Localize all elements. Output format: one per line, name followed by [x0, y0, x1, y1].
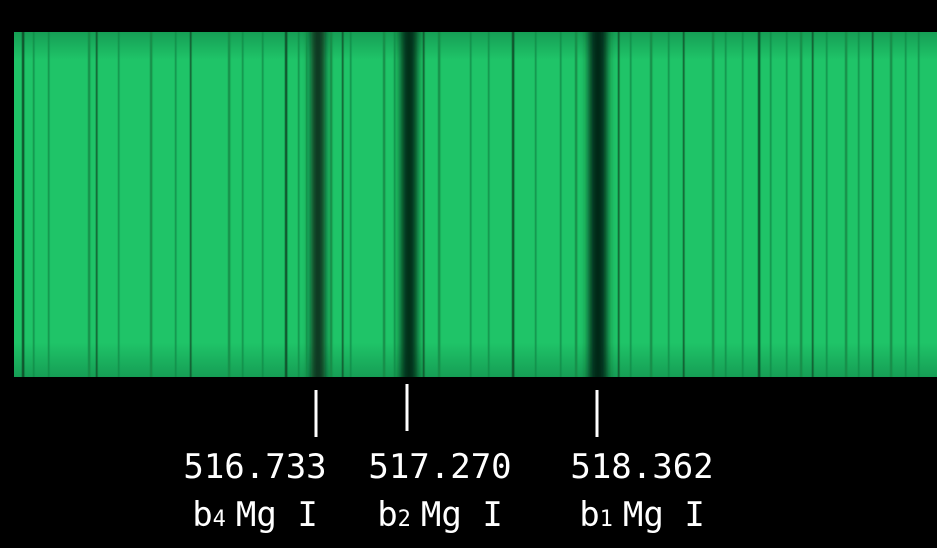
absorption-line: [786, 32, 787, 377]
absorption-line: [262, 32, 263, 377]
line-index: 2: [398, 507, 411, 532]
absorption-line: [228, 32, 230, 377]
absorption-line: [350, 32, 351, 377]
absorption-line: [423, 32, 424, 377]
absorption-line: [190, 32, 191, 377]
absorption-line: [742, 32, 743, 377]
absorption-line: [306, 32, 307, 377]
absorption-line: [298, 32, 299, 377]
absorption-line: [770, 32, 771, 377]
line-label: b4 Mg I: [192, 495, 318, 535]
absorption-line: [725, 32, 726, 377]
absorption-line: [383, 32, 385, 377]
absorption-line: [683, 32, 684, 377]
absorption-line: [758, 32, 760, 377]
absorption-line: [150, 32, 152, 377]
line-label: b1 Mg I: [579, 495, 705, 535]
absorption-line: [845, 32, 847, 377]
spectrum-image: 516.733b4Mg I517.270b2Mg I518.362b1Mg I: [0, 0, 937, 548]
line-label: b2 Mg I: [377, 495, 503, 535]
absorption-line: [96, 32, 97, 377]
absorption-line: [342, 32, 343, 377]
absorption-line: [33, 32, 34, 377]
absorption-line: [650, 32, 652, 377]
absorption-line: [918, 32, 919, 377]
wavelength-label: 517.270: [368, 447, 511, 487]
absorption-line: [438, 32, 440, 377]
wavelength-label: 516.733: [183, 447, 326, 487]
absorption-line: [800, 32, 802, 377]
absorption-line: [812, 32, 813, 377]
absorption-line: [330, 32, 332, 377]
wavelength-label: 518.362: [570, 447, 713, 487]
absorption-line: [905, 32, 906, 377]
absorption-line: [22, 32, 24, 377]
absorption-line: [118, 32, 119, 377]
line-index: 4: [213, 507, 226, 532]
element: Mg I: [623, 495, 705, 535]
absorption-line: [826, 32, 827, 377]
element: Mg I: [236, 495, 318, 535]
line-name: b: [192, 495, 212, 535]
absorption-line: [512, 32, 514, 377]
absorption-line: [668, 32, 669, 377]
absorption-line: [285, 32, 287, 377]
absorption-line: [890, 32, 892, 377]
absorption-line: [618, 32, 619, 377]
absorption-line: [858, 32, 859, 377]
absorption-line: [394, 32, 395, 377]
absorption-line: [48, 32, 49, 377]
absorption-line: [630, 32, 631, 377]
line-name: b: [579, 495, 599, 535]
absorption-line: [175, 32, 176, 377]
absorption-line: [88, 32, 90, 377]
element: Mg I: [421, 495, 503, 535]
line-index: 1: [600, 507, 613, 532]
absorption-line: [535, 32, 536, 377]
absorption-line: [470, 32, 471, 377]
absorption-line: [712, 32, 714, 377]
absorption-line: [488, 32, 489, 377]
absorption-line: [560, 32, 561, 377]
line-name: b: [377, 495, 397, 535]
absorption-line: [872, 32, 873, 377]
absorption-line: [575, 32, 577, 377]
absorption-line: [242, 32, 243, 377]
spectrum-band: [14, 32, 937, 377]
